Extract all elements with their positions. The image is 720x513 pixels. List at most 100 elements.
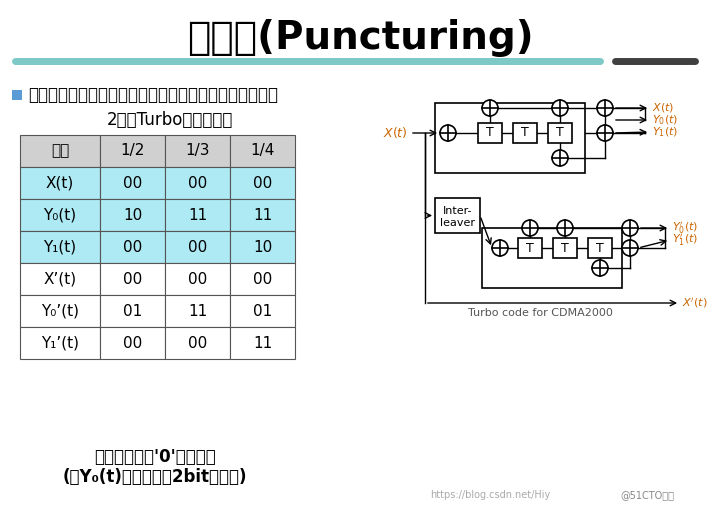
Text: leaver: leaver	[440, 219, 475, 228]
Circle shape	[592, 260, 608, 276]
Bar	[230, 135, 295, 167]
Bar	[548, 123, 572, 143]
Text: Y₀’(t): Y₀’(t)	[41, 304, 79, 319]
Bar	[165, 327, 230, 359]
Bar	[230, 231, 295, 263]
Text: X(t): X(t)	[46, 175, 74, 190]
Circle shape	[597, 125, 613, 141]
Text: 1/2: 1/2	[120, 144, 145, 159]
Bar	[482, 228, 622, 288]
Text: https://blog.csdn.net/Hiy: https://blog.csdn.net/Hiy	[430, 490, 550, 500]
Text: $Y_1'(t)$: $Y_1'(t)$	[672, 232, 698, 248]
Bar	[100, 167, 165, 199]
Bar	[20, 199, 100, 231]
Text: 删余器(Puncturing): 删余器(Puncturing)	[186, 19, 534, 57]
Text: 1/3: 1/3	[185, 144, 210, 159]
Circle shape	[522, 220, 538, 236]
Bar	[435, 198, 480, 233]
Bar	[165, 135, 230, 167]
Bar	[230, 199, 295, 231]
Circle shape	[557, 220, 573, 236]
Text: T: T	[486, 127, 494, 140]
Text: 00: 00	[188, 271, 207, 286]
Bar	[553, 238, 577, 258]
Circle shape	[552, 100, 568, 116]
Text: T: T	[526, 242, 534, 254]
Bar	[165, 295, 230, 327]
Circle shape	[597, 100, 613, 116]
Circle shape	[622, 220, 638, 236]
Text: X’(t): X’(t)	[43, 271, 76, 286]
Text: $Y_0'(t)$: $Y_0'(t)$	[672, 220, 698, 236]
Bar	[513, 123, 537, 143]
Text: 11: 11	[253, 336, 272, 350]
Bar	[20, 167, 100, 199]
Bar	[230, 263, 295, 295]
Text: $Y_0(t)$: $Y_0(t)$	[652, 113, 678, 127]
Circle shape	[622, 240, 638, 256]
Text: Y₁(t): Y₁(t)	[43, 240, 76, 254]
Bar	[100, 135, 165, 167]
Text: T: T	[521, 127, 529, 140]
Bar	[100, 231, 165, 263]
Text: $Y_1(t)$: $Y_1(t)$	[652, 125, 678, 139]
Text: Y₁’(t): Y₁’(t)	[41, 336, 79, 350]
Text: T: T	[561, 242, 569, 254]
Text: 00: 00	[253, 271, 272, 286]
Text: 00: 00	[188, 240, 207, 254]
Text: 00: 00	[123, 336, 142, 350]
Text: 00: 00	[123, 240, 142, 254]
Bar	[100, 327, 165, 359]
Bar	[230, 167, 295, 199]
Bar	[20, 295, 100, 327]
Bar	[435, 103, 585, 173]
Circle shape	[492, 240, 508, 256]
Bar	[20, 263, 100, 295]
Text: 10: 10	[253, 240, 272, 254]
Text: 01: 01	[253, 304, 272, 319]
Text: $X(t)$: $X(t)$	[383, 126, 408, 141]
Bar	[230, 327, 295, 359]
Bar	[20, 231, 100, 263]
Text: 11: 11	[188, 304, 207, 319]
Text: 10: 10	[123, 207, 142, 223]
Bar	[100, 199, 165, 231]
Circle shape	[552, 150, 568, 166]
Text: Inter-: Inter-	[443, 207, 472, 216]
Text: 00: 00	[253, 175, 272, 190]
Text: 2节拍Turbo码删除图案: 2节拍Turbo码删除图案	[107, 111, 233, 129]
Bar	[165, 199, 230, 231]
Circle shape	[482, 100, 498, 116]
Text: 删除图案中的'0'表示删除: 删除图案中的'0'表示删除	[94, 448, 216, 466]
Text: 00: 00	[123, 271, 142, 286]
Text: 00: 00	[188, 336, 207, 350]
Bar	[230, 295, 295, 327]
Text: $X'(t)$: $X'(t)$	[682, 296, 708, 310]
Bar	[478, 123, 502, 143]
Bar	[12, 90, 22, 100]
Text: 1/4: 1/4	[251, 144, 275, 159]
Text: @51CTO博客: @51CTO博客	[620, 490, 674, 500]
Text: Turbo code for CDMA2000: Turbo code for CDMA2000	[467, 308, 613, 318]
Text: T: T	[596, 242, 604, 254]
Bar	[100, 263, 165, 295]
Bar	[20, 135, 100, 167]
Circle shape	[440, 125, 456, 141]
Bar	[100, 295, 165, 327]
Bar	[165, 263, 230, 295]
Text: 删余器按照一定的规则删除部分比特，以实现码率的改变: 删余器按照一定的规则删除部分比特，以实现码率的改变	[28, 86, 278, 104]
Text: 11: 11	[188, 207, 207, 223]
Text: 00: 00	[123, 175, 142, 190]
Text: Y₀(t): Y₀(t)	[43, 207, 76, 223]
Text: 码率: 码率	[51, 144, 69, 159]
Bar	[518, 238, 542, 258]
Text: 01: 01	[123, 304, 142, 319]
Bar	[165, 231, 230, 263]
Bar	[20, 327, 100, 359]
Bar	[165, 167, 230, 199]
Text: 00: 00	[188, 175, 207, 190]
Text: T: T	[556, 127, 564, 140]
Bar	[588, 238, 612, 258]
Text: (如Y₀(t)连续输出的2bit删一次): (如Y₀(t)连续输出的2bit删一次)	[63, 468, 247, 486]
Text: $X(t)$: $X(t)$	[652, 102, 674, 114]
